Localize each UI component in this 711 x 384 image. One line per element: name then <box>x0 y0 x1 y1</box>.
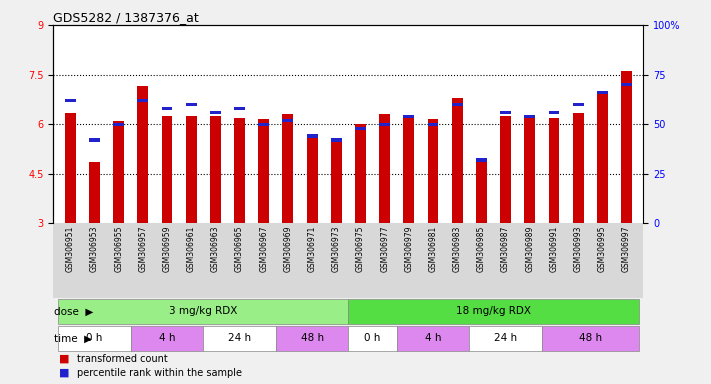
Text: GSM306975: GSM306975 <box>356 226 365 272</box>
Text: GSM306953: GSM306953 <box>90 226 99 272</box>
Bar <box>65 113 75 223</box>
Bar <box>403 118 415 223</box>
Bar <box>282 114 294 223</box>
Bar <box>203 326 276 351</box>
Bar <box>524 114 535 118</box>
Bar <box>355 124 366 223</box>
Bar <box>621 71 632 223</box>
Bar <box>131 326 203 351</box>
Bar <box>58 326 131 351</box>
Text: 18 mg/kg RDX: 18 mg/kg RDX <box>456 306 531 316</box>
Bar <box>258 119 269 223</box>
Bar <box>113 121 124 223</box>
Text: GSM306981: GSM306981 <box>429 226 437 272</box>
Bar <box>397 326 469 351</box>
Text: GSM306963: GSM306963 <box>211 226 220 272</box>
Bar <box>306 134 318 138</box>
Bar <box>500 116 511 223</box>
Bar <box>210 116 221 223</box>
Text: GSM306957: GSM306957 <box>139 226 147 272</box>
Text: GSM306991: GSM306991 <box>550 226 558 272</box>
Bar <box>476 161 487 223</box>
Text: GSM306959: GSM306959 <box>163 226 171 272</box>
Bar <box>542 326 638 351</box>
Bar <box>548 111 560 114</box>
Bar <box>548 118 560 223</box>
Bar <box>469 326 542 351</box>
Bar <box>234 107 245 110</box>
Bar <box>451 103 463 106</box>
Bar <box>186 103 197 106</box>
Bar <box>282 119 294 122</box>
Bar <box>137 99 149 102</box>
Bar <box>331 139 342 142</box>
Bar <box>89 162 100 223</box>
Text: percentile rank within the sample: percentile rank within the sample <box>77 368 242 378</box>
Bar <box>186 116 197 223</box>
Text: transformed count: transformed count <box>77 354 168 364</box>
Bar <box>331 139 342 223</box>
Text: GSM306989: GSM306989 <box>525 226 534 272</box>
Text: GSM306961: GSM306961 <box>187 226 196 272</box>
Bar <box>58 299 348 324</box>
Bar <box>234 118 245 223</box>
Text: GDS5282 / 1387376_at: GDS5282 / 1387376_at <box>53 11 199 24</box>
Text: 48 h: 48 h <box>579 333 602 343</box>
Bar <box>65 99 75 102</box>
Bar <box>476 158 487 162</box>
Text: ■: ■ <box>59 354 70 364</box>
Bar <box>403 114 415 118</box>
Text: 0 h: 0 h <box>365 333 381 343</box>
Text: 24 h: 24 h <box>494 333 517 343</box>
Bar <box>621 83 632 86</box>
Text: GSM306995: GSM306995 <box>598 226 607 272</box>
Bar <box>276 326 348 351</box>
Bar <box>573 113 584 223</box>
Text: GSM306965: GSM306965 <box>235 226 244 272</box>
Text: GSM306979: GSM306979 <box>405 226 413 272</box>
Text: 4 h: 4 h <box>424 333 442 343</box>
Text: time  ▶: time ▶ <box>54 333 92 343</box>
Bar <box>161 107 173 110</box>
Text: GSM306987: GSM306987 <box>501 226 510 272</box>
Text: GSM306969: GSM306969 <box>284 226 292 272</box>
Text: GSM306997: GSM306997 <box>622 226 631 272</box>
Bar <box>573 103 584 106</box>
Text: ■: ■ <box>59 368 70 378</box>
Bar <box>379 114 390 223</box>
Bar <box>427 122 439 126</box>
Text: 4 h: 4 h <box>159 333 175 343</box>
Bar <box>210 111 221 114</box>
Text: 24 h: 24 h <box>228 333 251 343</box>
Bar <box>451 98 463 223</box>
Bar <box>524 118 535 223</box>
Bar <box>348 299 638 324</box>
Bar <box>306 134 318 223</box>
Text: GSM306951: GSM306951 <box>65 226 75 272</box>
Text: dose  ▶: dose ▶ <box>54 306 93 316</box>
Text: GSM306955: GSM306955 <box>114 226 123 272</box>
Bar <box>427 119 439 223</box>
Text: GSM306985: GSM306985 <box>477 226 486 272</box>
Text: GSM306973: GSM306973 <box>332 226 341 272</box>
Text: GSM306971: GSM306971 <box>308 226 316 272</box>
Bar <box>379 122 390 126</box>
Text: 0 h: 0 h <box>86 333 102 343</box>
Bar <box>597 91 608 223</box>
Text: GSM306983: GSM306983 <box>453 226 461 272</box>
Text: GSM306967: GSM306967 <box>260 226 268 272</box>
Text: GSM306993: GSM306993 <box>574 226 582 272</box>
Text: 48 h: 48 h <box>301 333 324 343</box>
Bar <box>348 326 397 351</box>
Bar <box>137 86 149 223</box>
Bar <box>258 122 269 126</box>
Bar <box>597 91 608 94</box>
Bar <box>161 116 173 223</box>
Bar <box>89 139 100 142</box>
Text: GSM306977: GSM306977 <box>380 226 389 272</box>
Bar <box>500 111 511 114</box>
Bar <box>113 122 124 126</box>
Bar <box>355 127 366 130</box>
Text: 3 mg/kg RDX: 3 mg/kg RDX <box>169 306 237 316</box>
